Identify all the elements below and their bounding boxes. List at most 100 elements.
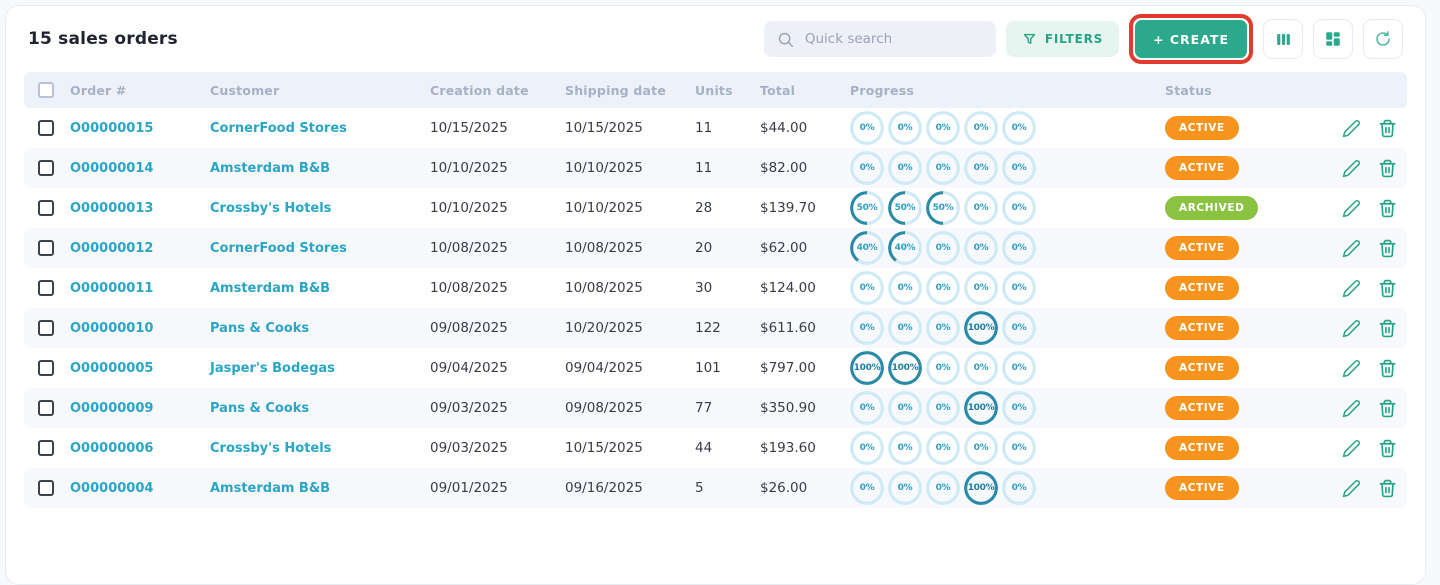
row-checkbox[interactable] [38, 480, 54, 496]
progress-circle: 0% [926, 471, 960, 505]
shipping-date-cell: 10/20/2025 [565, 320, 643, 336]
customer-link[interactable]: Crossby's Hotels [210, 201, 332, 216]
creation-date-cell: 10/10/2025 [430, 160, 508, 176]
order-number-link[interactable]: O00000010 [70, 321, 154, 336]
delete-button[interactable] [1378, 439, 1397, 458]
progress-circle: 100% [964, 311, 998, 345]
delete-button[interactable] [1378, 239, 1397, 258]
customer-link[interactable]: Jasper's Bodegas [210, 361, 335, 376]
layout-view-button[interactable] [1313, 19, 1353, 59]
table-row: O00000009 Pans & Cooks 09/03/2025 09/08/… [24, 388, 1407, 428]
progress-indicators: 0% 0% 0% 0% 0% [850, 271, 1165, 305]
delete-button[interactable] [1378, 119, 1397, 138]
trash-icon [1378, 119, 1397, 138]
table-row: O00000012 CornerFood Stores 10/08/2025 1… [24, 228, 1407, 268]
sales-orders-panel: 15 sales orders FILTERS + CREATE [5, 5, 1426, 585]
row-checkbox[interactable] [38, 280, 54, 296]
customer-link[interactable]: CornerFood Stores [210, 241, 347, 256]
table-row: O00000010 Pans & Cooks 09/08/2025 10/20/… [24, 308, 1407, 348]
trash-icon [1378, 439, 1397, 458]
delete-button[interactable] [1378, 479, 1397, 498]
edit-button[interactable] [1342, 479, 1361, 498]
total-cell: $193.60 [760, 440, 816, 456]
edit-button[interactable] [1342, 439, 1361, 458]
col-header-progress: Progress [850, 82, 914, 98]
row-checkbox[interactable] [38, 320, 54, 336]
table-row: O00000011 Amsterdam B&B 10/08/2025 10/08… [24, 268, 1407, 308]
progress-circle: 0% [850, 431, 884, 465]
units-cell: 44 [695, 440, 713, 456]
order-number-link[interactable]: O00000015 [70, 121, 154, 136]
delete-button[interactable] [1378, 159, 1397, 178]
customer-link[interactable]: Amsterdam B&B [210, 161, 331, 176]
order-number-link[interactable]: O00000009 [70, 401, 154, 416]
status-badge: ACTIVE [1165, 476, 1239, 500]
delete-button[interactable] [1378, 279, 1397, 298]
customer-link[interactable]: Pans & Cooks [210, 401, 310, 416]
shipping-date-cell: 10/15/2025 [565, 120, 643, 136]
edit-button[interactable] [1342, 159, 1361, 178]
row-checkbox[interactable] [38, 160, 54, 176]
pencil-icon [1342, 119, 1361, 138]
quick-search[interactable] [763, 21, 996, 57]
edit-button[interactable] [1342, 119, 1361, 138]
search-icon [777, 31, 794, 48]
edit-button[interactable] [1342, 319, 1361, 338]
total-cell: $139.70 [760, 200, 816, 216]
order-number-link[interactable]: O00000004 [70, 481, 154, 496]
progress-circle: 0% [1002, 271, 1036, 305]
order-number-link[interactable]: O00000006 [70, 441, 154, 456]
delete-button[interactable] [1378, 359, 1397, 378]
refresh-icon [1374, 30, 1392, 48]
delete-button[interactable] [1378, 199, 1397, 218]
edit-button[interactable] [1342, 399, 1361, 418]
trash-icon [1378, 239, 1397, 258]
order-number-link[interactable]: O00000005 [70, 361, 154, 376]
customer-link[interactable]: Crossby's Hotels [210, 441, 332, 456]
customer-link[interactable]: Amsterdam B&B [210, 281, 331, 296]
delete-button[interactable] [1378, 399, 1397, 418]
progress-indicators: 0% 0% 0% 0% 0% [850, 151, 1165, 185]
row-checkbox[interactable] [38, 200, 54, 216]
order-number-link[interactable]: O00000012 [70, 241, 154, 256]
order-number-link[interactable]: O00000011 [70, 281, 154, 296]
row-checkbox[interactable] [38, 240, 54, 256]
row-checkbox[interactable] [38, 120, 54, 136]
units-cell: 28 [695, 200, 713, 216]
total-cell: $350.90 [760, 400, 816, 416]
edit-button[interactable] [1342, 279, 1361, 298]
edit-button[interactable] [1342, 199, 1361, 218]
refresh-button[interactable] [1363, 19, 1403, 59]
creation-date-cell: 09/04/2025 [430, 360, 508, 376]
progress-circle: 0% [926, 431, 960, 465]
select-all-checkbox[interactable] [38, 82, 54, 98]
toolbar: 15 sales orders FILTERS + CREATE [24, 6, 1407, 72]
total-cell: $26.00 [760, 480, 808, 496]
progress-circle: 0% [926, 351, 960, 385]
trash-icon [1378, 199, 1397, 218]
row-checkbox[interactable] [38, 400, 54, 416]
progress-circle: 0% [926, 391, 960, 425]
edit-button[interactable] [1342, 239, 1361, 258]
customer-link[interactable]: Pans & Cooks [210, 321, 310, 336]
customer-link[interactable]: Amsterdam B&B [210, 481, 331, 496]
search-input[interactable] [802, 30, 983, 48]
order-number-link[interactable]: O00000014 [70, 161, 154, 176]
delete-button[interactable] [1378, 319, 1397, 338]
order-number-link[interactable]: O00000013 [70, 201, 154, 216]
progress-circle: 0% [888, 431, 922, 465]
columns-toggle-button[interactable] [1263, 19, 1303, 59]
row-checkbox[interactable] [38, 440, 54, 456]
row-checkbox[interactable] [38, 360, 54, 376]
progress-indicators: 100% 100% 0% 0% 0% [850, 351, 1165, 385]
filters-button[interactable]: FILTERS [1005, 21, 1120, 57]
edit-button[interactable] [1342, 359, 1361, 378]
progress-indicators: 0% 0% 0% 100% 0% [850, 391, 1165, 425]
customer-link[interactable]: CornerFood Stores [210, 121, 347, 136]
creation-date-cell: 10/08/2025 [430, 240, 508, 256]
create-button[interactable]: + CREATE [1135, 20, 1247, 58]
progress-circle: 50% [888, 191, 922, 225]
progress-circle: 0% [964, 431, 998, 465]
trash-icon [1378, 159, 1397, 178]
pencil-icon [1342, 439, 1361, 458]
